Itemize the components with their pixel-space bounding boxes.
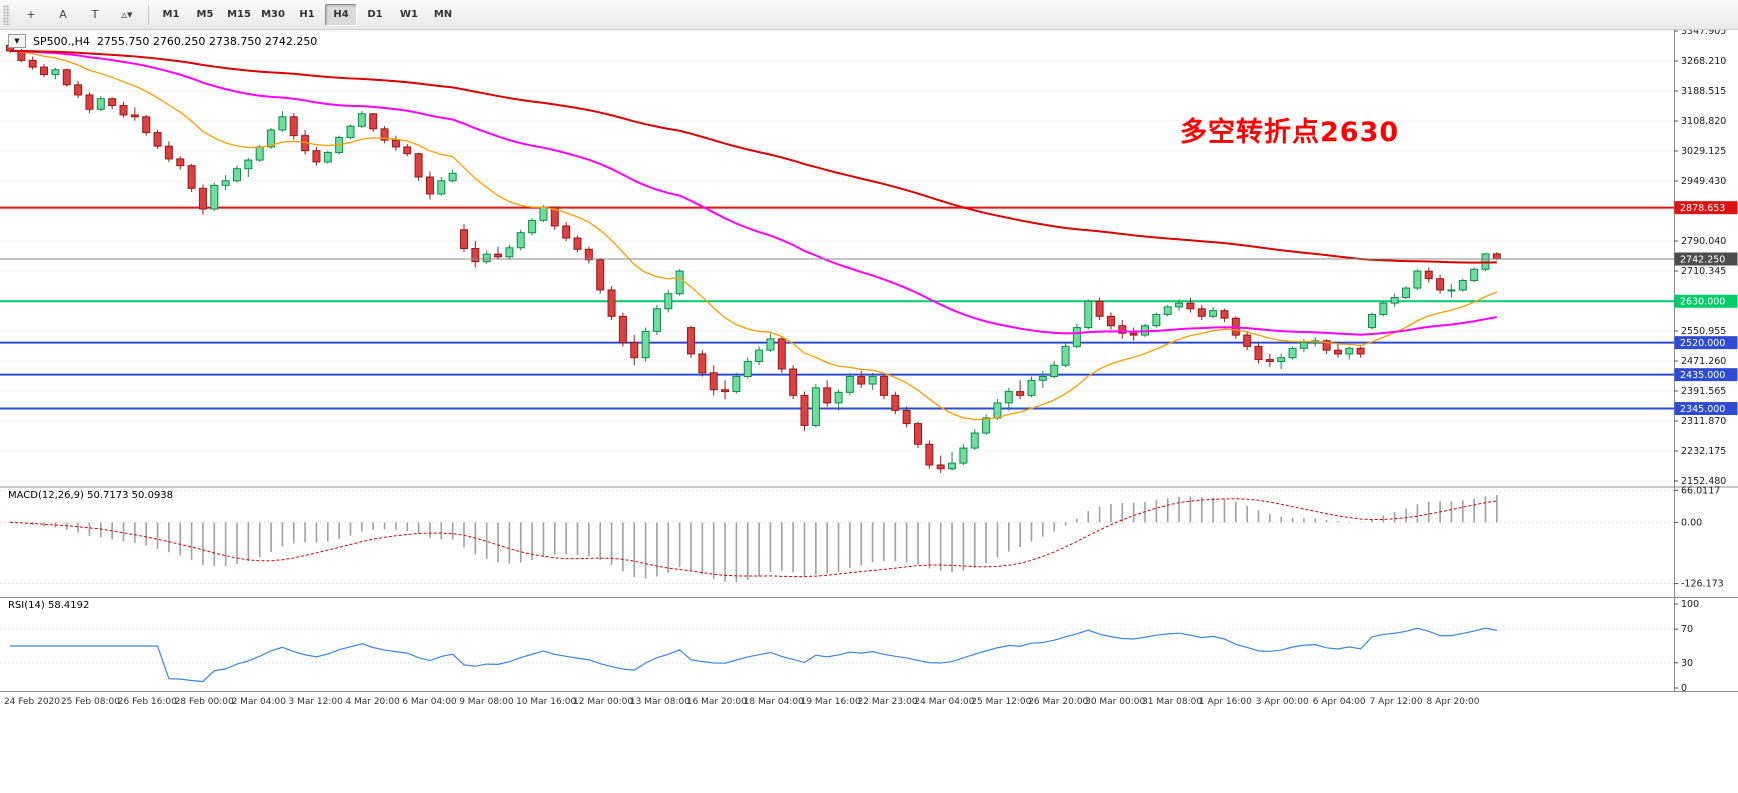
svg-text:3108.820: 3108.820 (1681, 116, 1726, 127)
svg-text:25 Feb 08:00: 25 Feb 08:00 (61, 697, 120, 707)
grid-lines (0, 30, 1674, 664)
svg-text:2550.955: 2550.955 (1681, 326, 1726, 337)
svg-text:2742.250: 2742.250 (1680, 254, 1725, 265)
rsi-indicator-label: RSI(14) 58.4192 (8, 600, 89, 611)
svg-text:2435.000: 2435.000 (1680, 370, 1725, 381)
text-label-icon[interactable]: A (59, 8, 67, 21)
timeframe-d1-button[interactable]: D1 (367, 9, 383, 20)
ma-mid-line (9, 49, 1498, 336)
timeframe-h1-button[interactable]: H1 (299, 9, 315, 20)
timeframe-m5-button[interactable]: M5 (196, 9, 214, 20)
svg-text:3029.125: 3029.125 (1681, 146, 1726, 157)
panel-separators (0, 30, 1738, 692)
rsi-value: 58.4192 (47, 600, 90, 611)
svg-text:10 Mar 16:00: 10 Mar 16:00 (516, 697, 576, 707)
svg-text:26 Mar 20:00: 26 Mar 20:00 (1028, 697, 1088, 707)
crosshair-icon[interactable]: + (26, 8, 36, 21)
svg-text:30: 30 (1681, 658, 1693, 669)
toolbar-separator (148, 4, 149, 25)
candles-layer (6, 43, 1501, 473)
toolbar: + A T ▵▾ M1 M5 M15 M30 H1 H4 D1 W1 MN (0, 0, 1738, 30)
text-cursor-icon[interactable]: T (91, 8, 99, 21)
ohlc-values: 2755.750 2760.250 2738.750 2742.250 (96, 34, 318, 48)
shapes-dropdown-icon[interactable]: ▵▾ (121, 8, 133, 21)
svg-text:2152.480: 2152.480 (1681, 476, 1726, 487)
timeframe-m15-button[interactable]: M15 (227, 9, 251, 20)
svg-text:18 Mar 04:00: 18 Mar 04:00 (744, 697, 804, 707)
svg-text:16 Mar 20:00: 16 Mar 20:00 (687, 697, 747, 707)
svg-text:3268.210: 3268.210 (1681, 56, 1726, 67)
chart-title: ▼ SP500.,H4 2755.750 2760.250 2738.750 2… (8, 34, 317, 48)
svg-text:2878.653: 2878.653 (1680, 203, 1725, 214)
svg-text:31 Mar 08:00: 31 Mar 08:00 (1142, 697, 1202, 707)
svg-text:2311.870: 2311.870 (1681, 416, 1726, 427)
svg-text:26 Feb 16:00: 26 Feb 16:00 (118, 697, 177, 707)
macd-indicator-label: MACD(12,26,9) 50.7173 50.0938 (8, 490, 173, 501)
svg-text:28 Feb 00:00: 28 Feb 00:00 (175, 697, 234, 707)
svg-text:0.00: 0.00 (1681, 517, 1702, 528)
svg-text:0: 0 (1681, 683, 1687, 694)
svg-text:12 Mar 00:00: 12 Mar 00:00 (573, 697, 633, 707)
svg-text:66.0117: 66.0117 (1681, 485, 1720, 496)
symbol-period-label: SP500.,H4 (33, 34, 90, 48)
ma-fast-line (9, 50, 1498, 421)
horizontal-level-lines (0, 206, 1674, 410)
svg-text:-126.173: -126.173 (1681, 579, 1724, 590)
svg-text:2391.565: 2391.565 (1681, 386, 1726, 397)
svg-text:25 Mar 12:00: 25 Mar 12:00 (971, 697, 1031, 707)
svg-text:30 Mar 00:00: 30 Mar 00:00 (1085, 697, 1145, 707)
svg-text:2471.260: 2471.260 (1681, 356, 1726, 367)
timeframe-mn-button[interactable]: MN (433, 9, 453, 20)
timeframe-m1-button[interactable]: M1 (162, 9, 180, 20)
svg-text:13 Mar 08:00: 13 Mar 08:00 (630, 697, 690, 707)
svg-text:4 Mar 20:00: 4 Mar 20:00 (345, 697, 400, 707)
macd-name: MACD(12,26,9) (8, 490, 84, 501)
svg-text:6 Mar 04:00: 6 Mar 04:00 (402, 697, 457, 707)
svg-text:9 Mar 08:00: 9 Mar 08:00 (459, 697, 514, 707)
svg-text:22 Mar 23:00: 22 Mar 23:00 (858, 697, 918, 707)
svg-text:3347.905: 3347.905 (1681, 26, 1726, 37)
svg-text:70: 70 (1681, 624, 1693, 635)
timeframe-w1-button[interactable]: W1 (400, 9, 418, 20)
svg-text:6 Apr 04:00: 6 Apr 04:00 (1313, 697, 1366, 707)
svg-text:3 Mar 12:00: 3 Mar 12:00 (289, 697, 344, 707)
svg-text:2520.000: 2520.000 (1680, 338, 1725, 349)
svg-text:2949.430: 2949.430 (1681, 176, 1726, 187)
svg-text:1 Apr 16:00: 1 Apr 16:00 (1199, 697, 1252, 707)
svg-text:2232.175: 2232.175 (1681, 446, 1726, 457)
price-scale[interactable]: 3347.905 3268.210 3188.515 3108.820 3029.125… (1674, 26, 1726, 694)
macd-histogram (20, 495, 1498, 583)
price-badges: 2878.653 2630.000 2520.000 2435.000 2345.000… (1674, 201, 1738, 416)
svg-text:3 Apr 00:00: 3 Apr 00:00 (1256, 697, 1309, 707)
svg-text:3188.515: 3188.515 (1681, 86, 1726, 97)
svg-text:2 Mar 04:00: 2 Mar 04:00 (232, 697, 287, 707)
svg-text:24 Feb 2020: 24 Feb 2020 (4, 697, 60, 707)
svg-text:2630.000: 2630.000 (1680, 297, 1725, 308)
chart-menu-icon[interactable]: ▼ (8, 34, 26, 48)
svg-text:2710.345: 2710.345 (1681, 266, 1726, 277)
toolbar-drag-handle[interactable] (3, 4, 10, 25)
timeframe-m30-button[interactable]: M30 (261, 9, 285, 20)
rsi-name: RSI(14) (8, 600, 45, 611)
svg-text:24 Mar 04:00: 24 Mar 04:00 (914, 697, 974, 707)
rsi-line (10, 627, 1497, 683)
svg-text:2790.040: 2790.040 (1681, 236, 1726, 247)
timeframe-h4-button[interactable]: H4 (325, 3, 357, 26)
svg-text:7 Apr 12:00: 7 Apr 12:00 (1370, 697, 1423, 707)
ma-slow-line (9, 49, 1497, 264)
svg-text:2345.000: 2345.000 (1680, 404, 1725, 415)
annotation-text[interactable]: 多空转折点2630 (1180, 117, 1400, 148)
macd-signal-line (9, 498, 1497, 578)
svg-text:8 Apr 20:00: 8 Apr 20:00 (1427, 697, 1480, 707)
svg-text:100: 100 (1681, 599, 1699, 610)
svg-text:19 Mar 16:00: 19 Mar 16:00 (801, 697, 861, 707)
macd-values: 50.7173 50.0938 (87, 490, 174, 501)
